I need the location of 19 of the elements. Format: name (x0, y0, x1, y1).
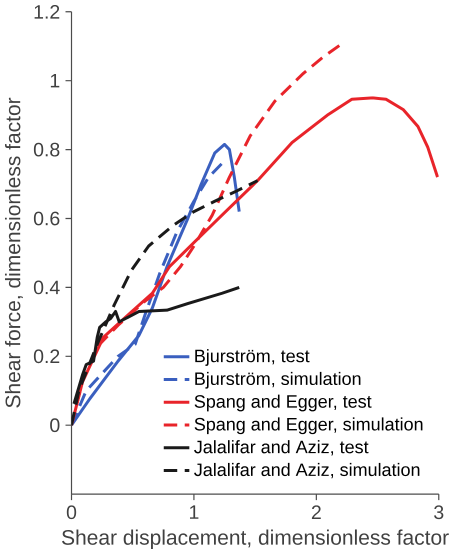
y-tick-label: 1.2 (34, 4, 60, 19)
y-tick-label: 1 (50, 74, 60, 88)
x-tick-label: 0 (66, 505, 76, 520)
x-tick-label: 2 (312, 505, 321, 519)
x-tick-label: 3 (434, 505, 444, 520)
y-tick-label: 0.6 (34, 212, 60, 226)
legend-label: Jalalifar and Aziz, simulation (194, 462, 420, 478)
legend-label: Bjurström, test (195, 349, 310, 366)
y-tick-label: 0 (50, 418, 60, 432)
y-axis-title: Shear force, dimensionless factor (4, 98, 23, 408)
legend-label: Jalalifar and Aziz, test (194, 440, 368, 456)
legend-label: Spang and Egger, test (194, 394, 372, 412)
y-tick-label: 0.8 (34, 142, 60, 156)
y-tick-label: 0.2 (34, 349, 60, 364)
legend-label: Spang and Egger, simulation (194, 417, 422, 434)
legend-label: Bjurström, simulation (195, 372, 360, 389)
x-tick-label: 1 (190, 505, 198, 519)
y-tick-label: 0.4 (34, 280, 60, 294)
x-axis-title: Shear displacement, dimensionless factor (62, 529, 449, 549)
